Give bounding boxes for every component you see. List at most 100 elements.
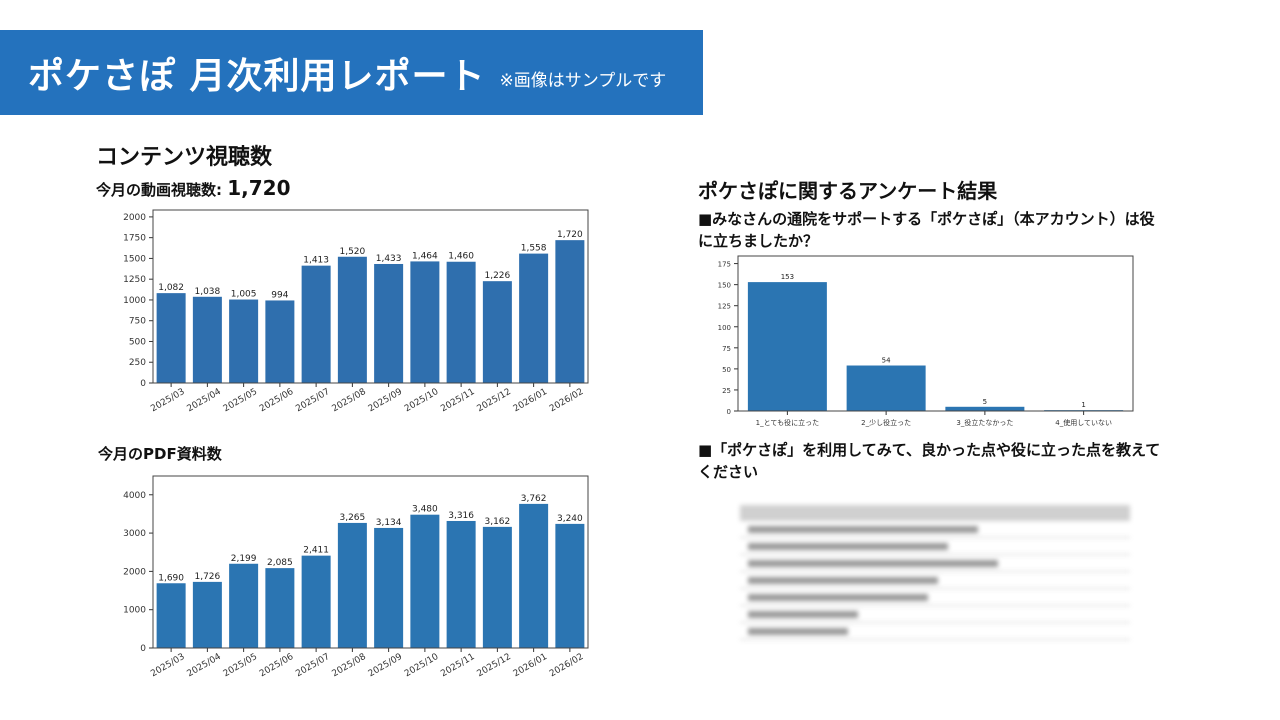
x-tick-label: 2025/07 xyxy=(294,652,331,679)
y-tick-label: 250 xyxy=(129,358,146,368)
bar xyxy=(265,568,295,648)
y-tick-label: 25 xyxy=(722,387,731,395)
x-tick-label: 2025/09 xyxy=(367,652,405,679)
y-tick-label: 175 xyxy=(718,261,731,269)
data-label: 1,038 xyxy=(194,287,220,297)
bar xyxy=(482,281,512,383)
data-label: 1,558 xyxy=(521,244,547,254)
data-label: 1 xyxy=(1081,401,1085,409)
y-tick-label: 3000 xyxy=(123,529,146,539)
data-label: 5 xyxy=(983,398,987,406)
video-count-label: 今月の動画視聴数: xyxy=(96,181,222,199)
x-tick-label: 2025/08 xyxy=(330,387,368,414)
x-tick-label: 2025/09 xyxy=(367,387,405,414)
bar xyxy=(156,583,186,648)
survey-question-2: ■「ポケさぽ」を利用してみて、良かった点や役に立った点を教えてください xyxy=(698,441,1161,481)
data-label: 1,460 xyxy=(448,252,474,262)
y-tick-label: 0 xyxy=(140,644,146,654)
data-label: 2,411 xyxy=(303,546,329,556)
y-tick-label: 500 xyxy=(129,337,146,347)
bar xyxy=(301,265,331,383)
survey-chart: 0 25 50 75 100 125 150 175 153 1_とても役に立った 54 2_少し役立… xyxy=(718,255,1134,427)
data-label: 1,520 xyxy=(339,247,365,257)
bar xyxy=(229,563,259,648)
data-label: 1,413 xyxy=(303,256,329,266)
pdf-chart: 0 1000 2000 3000 4000 1,690 2025/03 1,726 2025/0… xyxy=(123,475,589,679)
bar xyxy=(410,261,440,383)
y-tick-label: 100 xyxy=(718,324,731,332)
bar xyxy=(374,263,404,383)
video-views-chart: 0 250 500 750 1000 1250 1500 1750 2000 1,082 2025/… xyxy=(123,209,589,414)
y-tick-label: 0 xyxy=(727,408,731,416)
bar xyxy=(519,253,549,383)
y-tick-label: 1000 xyxy=(123,296,146,306)
x-tick-label: 2025/04 xyxy=(185,652,223,679)
bar xyxy=(337,256,367,383)
y-tick-label: 2000 xyxy=(123,567,146,577)
y-tick-label: 125 xyxy=(718,303,731,311)
data-label: 1,082 xyxy=(158,283,184,293)
bar xyxy=(555,240,585,383)
data-label: 3,134 xyxy=(376,518,402,528)
bar xyxy=(446,520,476,648)
bar xyxy=(555,523,585,648)
x-tick-label: 2025/05 xyxy=(222,387,259,414)
data-label: 994 xyxy=(271,290,288,300)
data-label: 3,240 xyxy=(557,514,583,524)
y-tick-label: 1750 xyxy=(123,234,146,244)
data-label: 1,433 xyxy=(376,254,402,264)
report-title: ポケさぽ 月次利用レポート xyxy=(28,55,486,97)
bar xyxy=(192,581,222,648)
y-tick-label: 750 xyxy=(129,317,146,327)
x-tick-label: 2025/04 xyxy=(185,387,223,414)
video-count: 今月の動画視聴数: 1,720 xyxy=(96,176,291,200)
pdf-count-label: 今月のPDF資料数 xyxy=(98,445,222,463)
data-label: 1,690 xyxy=(158,573,184,583)
y-tick-label: 50 xyxy=(722,366,731,374)
x-tick-label: 2026/02 xyxy=(548,387,585,414)
x-tick-label: 2025/12 xyxy=(475,652,512,679)
x-tick-label: 2025/06 xyxy=(258,652,296,679)
views-heading: コンテンツ視聴数 xyxy=(96,145,273,170)
data-label: 2,199 xyxy=(231,554,257,564)
x-tick-label: 2025/07 xyxy=(294,387,331,414)
axes-frame xyxy=(152,209,589,384)
survey-question-1: ■みなさんの通院をサポートする「ポケさぽ」（本アカウント）は役に立ちましたか？ xyxy=(698,210,1155,250)
x-tick-label: 2026/02 xyxy=(548,652,585,679)
bar xyxy=(446,261,476,383)
axes-frame xyxy=(737,255,1134,412)
data-label: 1,464 xyxy=(412,251,438,261)
y-tick-label: 1000 xyxy=(123,606,146,616)
bar xyxy=(229,299,259,383)
data-label: 3,265 xyxy=(339,513,365,523)
y-tick-label: 4000 xyxy=(123,491,146,501)
bar xyxy=(374,527,404,648)
axes-frame xyxy=(152,475,589,649)
y-tick-label: 150 xyxy=(718,282,731,290)
bar xyxy=(945,406,1025,411)
video-count-value: 1,720 xyxy=(227,176,291,200)
bar xyxy=(192,296,222,383)
sample-note: ※画像はサンプルです xyxy=(499,71,667,91)
bar xyxy=(156,293,186,383)
y-tick-label: 0 xyxy=(140,379,146,389)
data-label: 1,226 xyxy=(484,271,510,281)
x-tick-label: 2025/03 xyxy=(149,387,186,414)
x-tick-label: 1_とても役に立った xyxy=(756,418,819,427)
data-label: 1,005 xyxy=(231,290,257,300)
data-label: 3,162 xyxy=(484,517,510,527)
bar xyxy=(301,555,331,648)
bar xyxy=(846,365,926,411)
x-tick-label: 2_少し役立った xyxy=(861,418,911,427)
blurred-responses-table xyxy=(740,505,1130,640)
bar xyxy=(482,526,512,648)
x-tick-label: 2025/11 xyxy=(439,652,476,679)
x-tick-label: 2025/12 xyxy=(475,387,512,414)
x-tick-label: 2025/10 xyxy=(403,652,441,679)
data-label: 3,762 xyxy=(521,494,547,504)
bar xyxy=(519,503,549,648)
x-tick-label: 3_役立たなかった xyxy=(956,418,1013,427)
x-tick-label: 2025/10 xyxy=(403,387,441,414)
data-label: 2,085 xyxy=(267,558,293,568)
data-label: 153 xyxy=(781,273,794,281)
